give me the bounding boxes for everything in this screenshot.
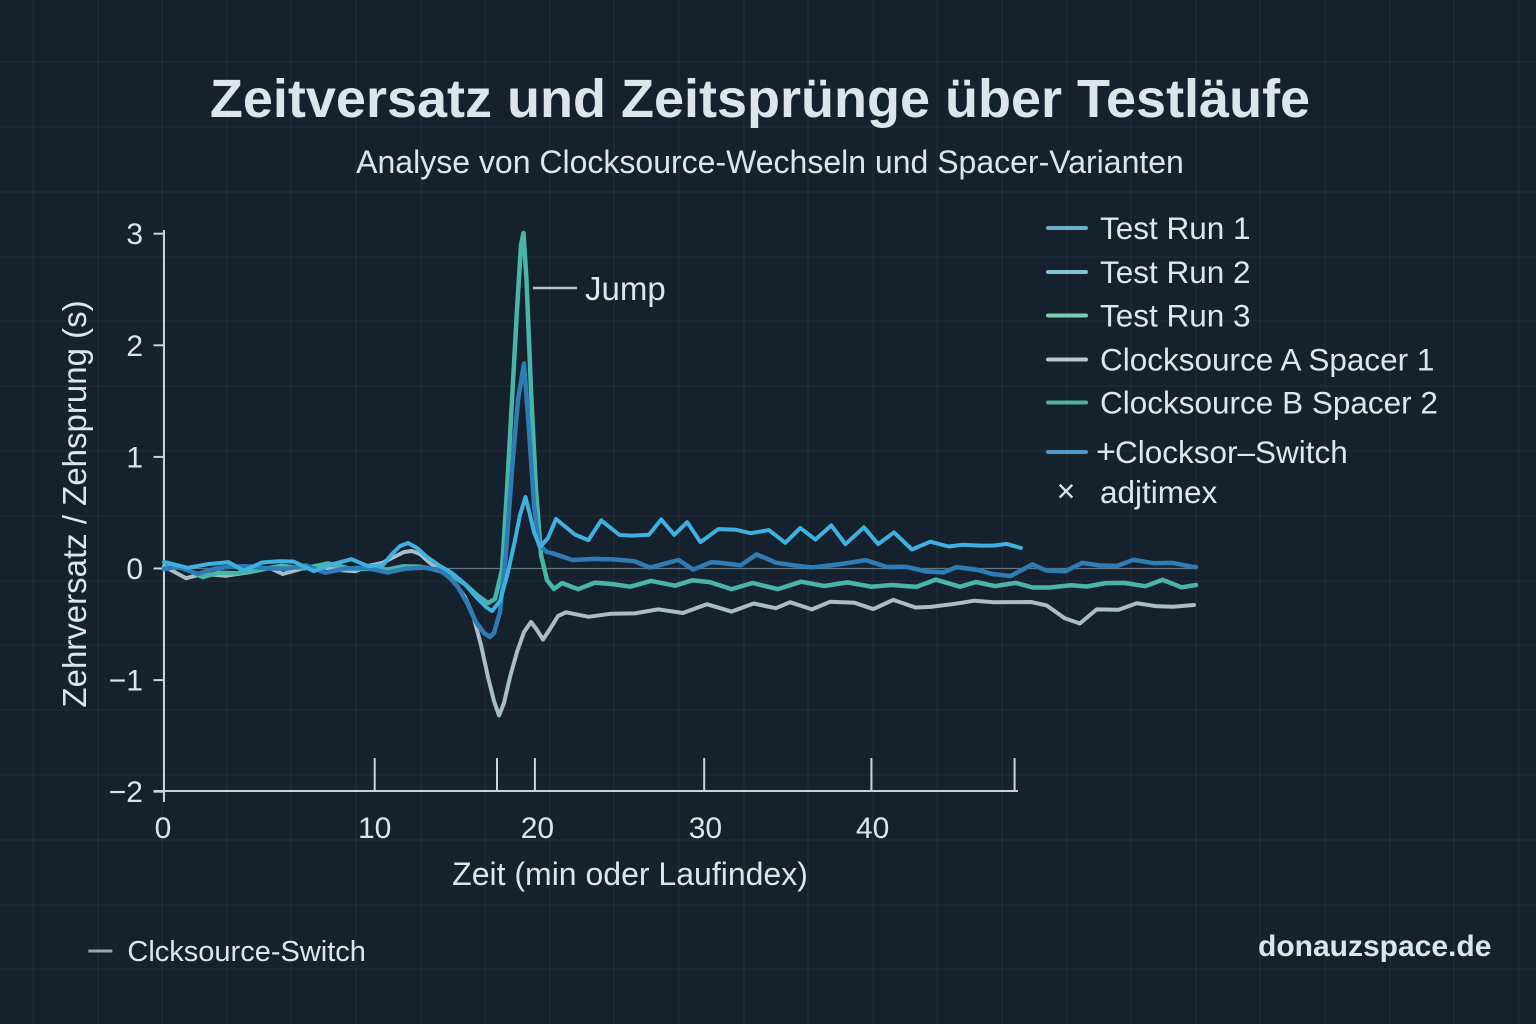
svg-text:Zeit (min oder Laufindex): Zeit (min oder Laufindex) [452,856,808,892]
svg-text:donauzspace.de: donauzspace.de [1258,930,1491,963]
svg-text:Clocksource B Spacer 2: Clocksource B Spacer 2 [1100,385,1438,421]
svg-text:×: × [1057,473,1076,509]
svg-text:0: 0 [155,812,172,845]
svg-text:20: 20 [521,812,554,845]
svg-text:−2: −2 [109,776,143,809]
svg-text:Zehrversatz / Zehsprung (s): Zehrversatz / Zehsprung (s) [56,300,93,707]
svg-text:−1: −1 [109,665,143,698]
svg-text:Clocksource A Spacer 1: Clocksource A Spacer 1 [1100,342,1434,378]
svg-text:Jump: Jump [585,270,666,307]
svg-text:0: 0 [126,553,143,586]
svg-text:40: 40 [856,812,889,845]
svg-text:+: + [1096,433,1116,471]
svg-text:10: 10 [358,812,391,845]
svg-text:3: 3 [126,218,143,251]
svg-text:1: 1 [126,441,143,474]
svg-text:30: 30 [689,812,722,845]
svg-text:Test Run 3: Test Run 3 [1100,298,1251,334]
svg-text:Clcksource-Switch: Clcksource-Switch [127,936,366,968]
svg-text:Analyse von Clocksource-Wechse: Analyse von Clocksource-Wechseln und Spa… [356,144,1184,180]
svg-text:adjtimex: adjtimex [1100,474,1218,510]
svg-text:Clocksor–Switch: Clocksor–Switch [1115,434,1348,470]
svg-text:Zeitversatz und Zeitsprünge üb: Zeitversatz und Zeitsprünge über Testläu… [210,69,1310,129]
svg-text:Test Run 2: Test Run 2 [1100,254,1251,290]
svg-text:2: 2 [126,330,143,363]
svg-text:Test Run 1: Test Run 1 [1100,210,1251,246]
